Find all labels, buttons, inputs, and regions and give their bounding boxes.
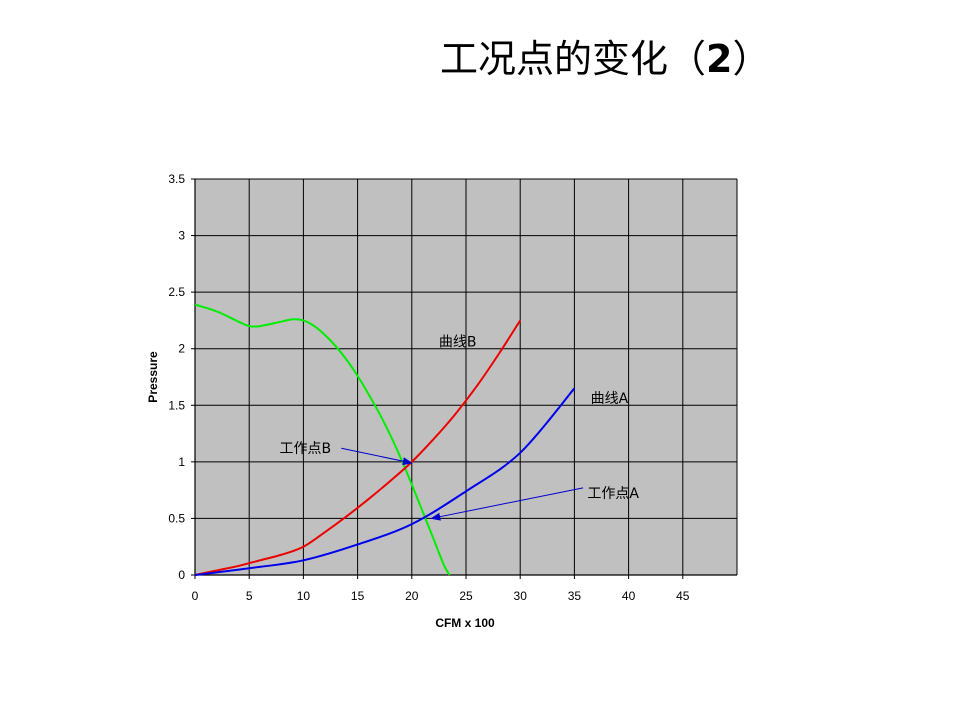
y-tick-label: 0 [178, 568, 185, 582]
y-tick-label: 2 [178, 342, 185, 356]
annotation-label: 曲线B [439, 334, 477, 350]
x-tick-label: 5 [246, 589, 253, 603]
y-tick-label: 1 [178, 455, 185, 469]
y-tick-label: 3 [178, 229, 185, 243]
slide-title-main: 工况点的变化（ [440, 37, 707, 81]
x-tick-label: 35 [568, 589, 582, 603]
x-tick-label: 25 [459, 589, 473, 603]
slide-title: 工况点的变化（2） [440, 28, 770, 83]
annotation-arrow [430, 487, 584, 521]
curve-a-line [194, 387, 576, 576]
x-tick-label: 40 [622, 589, 636, 603]
x-tick-label: 30 [514, 589, 528, 603]
x-tick-label: 15 [351, 589, 365, 603]
x-axis-label: CFM x 100 [435, 616, 495, 630]
y-tick-label: 1.5 [168, 398, 185, 412]
system-curve-line [194, 303, 451, 576]
x-tick-label: 10 [297, 589, 311, 603]
annotation-label: 工作点A [587, 486, 639, 502]
y-tick-label: 0.5 [168, 511, 185, 525]
slide-title-number: 2 [706, 37, 733, 81]
annotation-label: 工作点B [280, 441, 332, 457]
slide-title-close: ） [732, 37, 771, 81]
y-tick-label: 2.5 [168, 285, 185, 299]
y-tick-label: 3.5 [168, 172, 185, 186]
x-tick-label: 20 [405, 589, 419, 603]
x-tick-label: 45 [676, 589, 690, 603]
annotation-label: 曲线A [591, 391, 629, 407]
annotation-arrow [341, 447, 413, 466]
x-tick-label: 0 [192, 589, 199, 603]
curve-b-line [194, 319, 522, 576]
y-axis-label: Pressure [146, 351, 160, 403]
